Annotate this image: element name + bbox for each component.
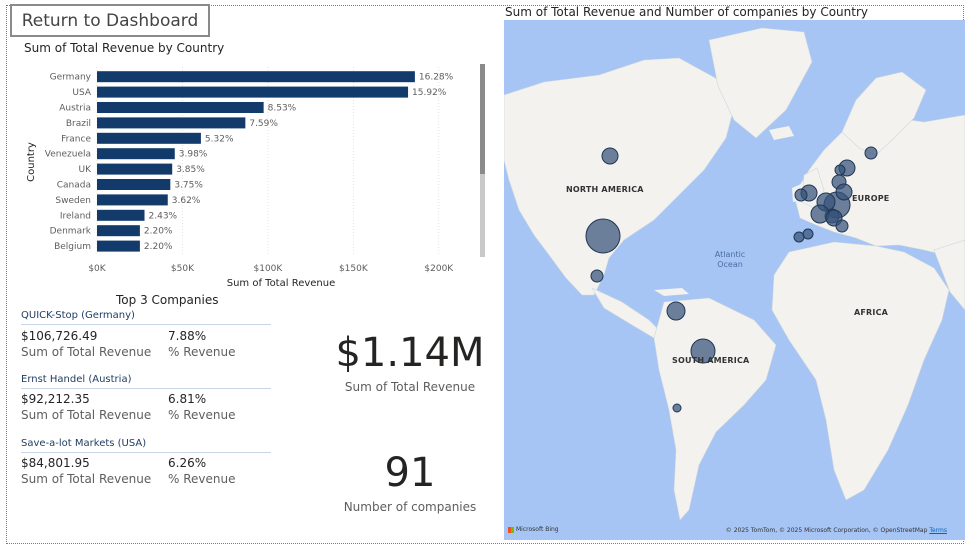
revenue-by-country-bar-chart: $0K $50K $100K $150K $200K Germany 16.28% USA 15… [26,67,454,289]
country-bubble[interactable] [793,231,805,243]
company-revenue-3: $84,801.95 [21,456,90,470]
bar [97,240,140,252]
return-to-dashboard-button[interactable]: Return to Dashboard [10,4,210,37]
country-bubble[interactable] [590,269,604,283]
y-tick-label: France [61,134,91,144]
bar [97,194,168,206]
bar-chart-title: Sum of Total Revenue by Country [24,41,225,55]
bar [97,179,171,190]
y-tick-label: UK [79,165,93,175]
map-label-south-america: SOUTH AMERICA [672,356,750,365]
company-pct-2: 6.81% [168,392,207,406]
map-label-ocean-line1: Atlantic [714,250,746,259]
data-label: 8.53% [268,104,297,114]
company-pct-label-1: % Revenue [168,345,236,359]
x-tick-label: $100K [254,264,284,274]
bar [97,163,173,175]
data-label: 3.85% [176,165,205,175]
y-tick-label: USA [72,88,91,98]
company-pct-label-3: % Revenue [168,472,236,486]
microsoft-logo-icon [508,526,514,533]
map-label-north-america: NORTH AMERICA [566,185,644,194]
x-tick-label: $50K [171,264,195,274]
company-revenue-1: $106,726.49 [21,329,98,343]
map-land [504,27,965,521]
country-bubble[interactable] [835,219,849,233]
bar [97,225,140,237]
bar [97,86,409,98]
country-bubble[interactable] [834,164,846,176]
top3-title: Top 3 Companies [116,293,219,307]
divider [21,324,271,325]
divider [21,452,271,453]
scrollbar-thumb[interactable] [480,64,485,174]
company-revenue-2: $92,212.35 [21,392,90,406]
country-bubble[interactable] [585,218,621,254]
data-label: 2.20% [144,242,173,252]
data-label: 3.62% [172,196,201,206]
bar [97,102,264,113]
map-bubble-layer [585,146,878,413]
bar [97,71,415,83]
revenue-bubble-map[interactable]: NORTH AMERICA SOUTH AMERICA EUROPE AFRIC… [504,20,965,540]
country-bubble[interactable] [672,403,682,413]
company-pct-3: 6.26% [168,456,207,470]
terms-link[interactable]: Terms [929,527,947,534]
country-bubble[interactable] [666,301,686,321]
bar [97,117,246,129]
kpi-companies-label: Number of companies [343,500,477,514]
country-bubble[interactable] [794,188,808,202]
map-label-ocean-line2: Ocean [717,260,743,269]
x-tick-label: $200K [424,264,454,274]
map-attribution: © 2025 TomTom, © 2025 Microsoft Corporat… [725,527,947,534]
country-bubble[interactable] [690,338,716,364]
data-label: 2.43% [149,211,178,221]
company-revenue-label-2: Sum of Total Revenue [21,408,152,422]
bar [97,132,201,144]
bar [97,209,145,221]
map-label-africa: AFRICA [854,308,889,317]
bar [97,148,175,160]
country-bubble[interactable] [835,183,853,201]
y-tick-label: Venezuela [45,150,91,160]
country-bubble[interactable] [802,228,814,240]
country-bubble[interactable] [864,146,878,160]
divider [21,388,271,389]
bar-chart-scrollbar[interactable] [480,64,485,257]
company-revenue-label-1: Sum of Total Revenue [21,345,152,359]
company-name-3: Save-a-lot Markets (USA) [21,438,147,449]
map-provider-logo: Microsoft Bing [508,526,559,533]
company-pct-label-2: % Revenue [168,408,236,422]
company-pct-1: 7.88% [168,329,207,343]
map-title: Sum of Total Revenue and Number of compa… [505,5,869,19]
company-name-2: Ernst Handel (Austria) [21,374,132,385]
data-label: 15.92% [412,88,447,98]
data-label: 3.98% [179,150,208,160]
kpi-companies-value: 91 [384,450,436,496]
x-tick-label: $0K [88,264,106,274]
map-label-europe: EUROPE [852,194,890,203]
kpi-total-revenue-value: $1.14M [335,330,485,376]
company-name-1: QUICK-Stop (Germany) [21,310,135,321]
data-label: 3.75% [174,181,203,191]
y-tick-label: Canada [57,181,91,191]
x-axis-title: Sum of Total Revenue [227,278,336,289]
y-tick-label: Denmark [50,227,92,237]
y-tick-label: Belgium [54,242,91,252]
country-bubble[interactable] [601,147,619,165]
x-tick-label: $150K [339,264,369,274]
kpi-total-revenue-label: Sum of Total Revenue [344,380,476,394]
data-label: 16.28% [419,73,454,83]
y-axis-title: Country [26,142,37,182]
y-tick-label: Germany [50,73,92,83]
y-tick-label: Sweden [55,196,91,206]
data-label: 5.32% [205,134,234,144]
y-tick-label: Ireland [60,211,91,221]
data-label: 2.20% [144,227,173,237]
y-tick-label: Austria [59,104,91,114]
data-label: 7.59% [249,119,278,129]
company-revenue-label-3: Sum of Total Revenue [21,472,152,486]
y-tick-label: Brazil [66,119,91,129]
